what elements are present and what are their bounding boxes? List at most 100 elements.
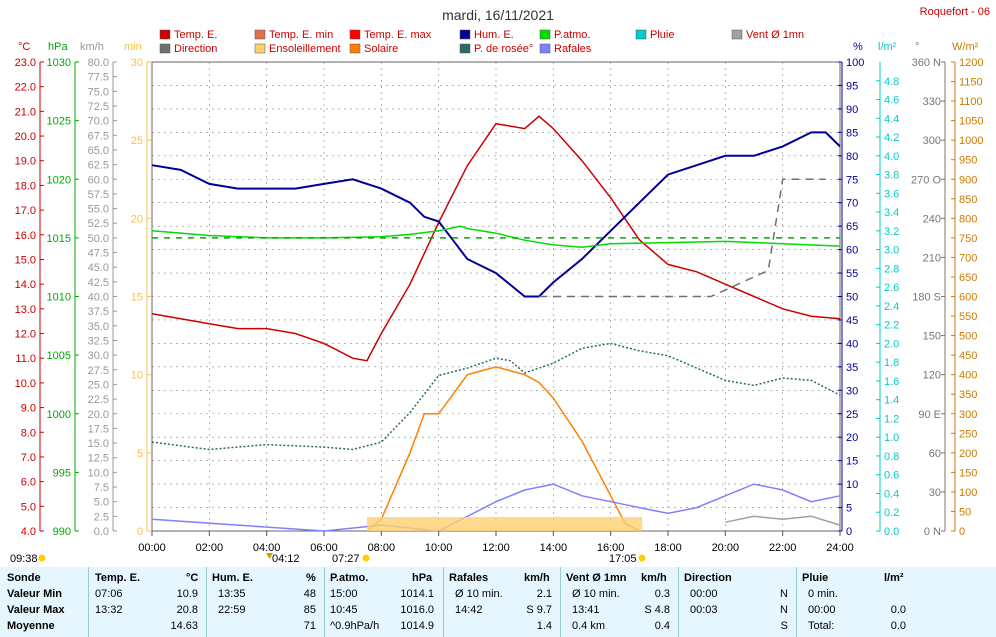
header-rafales: Rafales	[449, 572, 489, 584]
axis-label-dir: 180 S	[912, 292, 941, 304]
axis-label-wind: 72.5	[88, 101, 109, 113]
axis-label-hum: 0	[846, 526, 852, 538]
axis-label-solar: 350	[959, 389, 977, 401]
axis-label-rain: 1.8	[884, 357, 899, 369]
axis-label-wind: 12.5	[88, 453, 109, 465]
table-cell-temp_t: 07:06	[95, 588, 123, 600]
sun-icon	[638, 554, 646, 562]
axis-label-dir: 150	[923, 331, 941, 343]
axis-label-temp: 23.0	[15, 57, 36, 69]
col-divider	[560, 567, 561, 637]
table-cell-patmo_v: 1014.1	[400, 588, 434, 600]
series	[151, 115, 841, 532]
axis-label-hum: 95	[846, 80, 858, 92]
legend-swatch	[349, 43, 361, 54]
axis-label-solar: 950	[959, 155, 977, 167]
col-divider	[443, 567, 444, 637]
table-cell-patmo_t: 10:45	[330, 604, 358, 616]
table-cell-hum_v: 48	[303, 588, 316, 600]
table-cell-hum_t: 13:35	[218, 588, 246, 600]
axis-label-temp: 11.0	[15, 353, 36, 365]
axis-label-wind: 27.5	[88, 365, 109, 377]
axis-label-rain: 1.2	[884, 413, 899, 425]
unit-temp: °C	[18, 41, 30, 53]
table-cell-raf_v: S 9.7	[526, 604, 552, 616]
axis-label-temp: 13.0	[15, 304, 36, 316]
series-line	[539, 178, 826, 298]
axis-label-temp: 19.0	[15, 156, 36, 168]
axis-label-temp: 14.0	[15, 279, 36, 291]
axis-label-rain: 1.0	[884, 432, 899, 444]
axis-label-solar: 50	[959, 506, 971, 518]
axis-units: °C hPa km/h min% l/m² ° W/m²	[18, 41, 979, 53]
axis-label-wind: 52.5	[88, 218, 109, 230]
axis-label-solar: 300	[959, 409, 977, 421]
table-cell-dir_v: N	[780, 588, 788, 600]
axis-label-sun: 20	[131, 213, 143, 225]
axis-label-solar: 600	[959, 292, 977, 304]
x-axis: 00:00 02:00 04:00 06:00 08:00 10:00 12:00 14:00…	[138, 531, 854, 554]
axis-label-hum: 100	[846, 57, 864, 69]
axis-label-solar: 1000	[959, 135, 983, 147]
x-tick-label: 14:00	[540, 542, 568, 554]
axis-label-rain: 0.8	[884, 451, 899, 463]
series-line	[151, 115, 841, 362]
axis-label-temp: 4.0	[21, 526, 36, 538]
axis-label-temp: 6.0	[21, 477, 36, 489]
header-vent: Vent Ø 1mn	[566, 572, 627, 584]
axis-label-solar: 1150	[959, 77, 983, 89]
axes: 23.0 22.0 21.0 20.0 19.0 18.0 17.0 16.0 15.0 14.0…	[15, 57, 984, 538]
axis-label-wind: 77.5	[88, 72, 109, 84]
moon-icon	[266, 553, 273, 559]
axis-label-wind: 57.5	[88, 189, 109, 201]
axis-label-wind: 42.5	[88, 277, 109, 289]
axis-label-wind: 55.0	[88, 204, 109, 216]
table-cell-label: Moyenne	[7, 620, 55, 632]
axis-label-hum: 45	[846, 315, 858, 327]
axis-label-dir: 0 N	[924, 526, 941, 538]
axis-label-dir: 360 N	[912, 57, 941, 69]
axis-label-solar: 1100	[959, 96, 983, 108]
legend-label: Hum. E.	[474, 29, 514, 41]
x-tick-label: 18:00	[654, 542, 682, 554]
table-cell-dir_v: N	[780, 604, 788, 616]
legend-label: Temp. E.	[174, 29, 217, 41]
axis-label-wind: 7.5	[94, 482, 109, 494]
x-tick-label: 16:00	[597, 542, 625, 554]
table-cell-vent_v: 0.4	[654, 620, 670, 632]
axis-label-wind: 30.0	[88, 350, 109, 362]
legend-label: Temp. E. max	[364, 29, 432, 41]
table-cell-temp_t: 13:32	[95, 604, 123, 616]
table-cell-temp_v: 10.9	[176, 588, 198, 600]
axis-label-rain: 3.4	[884, 207, 899, 219]
weather-chart: mardi, 16/11/2021 Roquefort - 06 Temp. E…	[10, 6, 990, 565]
legend-label: Rafales	[554, 43, 592, 55]
x-tick-label: 04:00	[253, 542, 281, 554]
axis-label-sun: 10	[131, 370, 143, 382]
unit-dir: °	[915, 41, 919, 53]
axis-label-temp: 12.0	[15, 329, 36, 341]
table-cell-patmo_v: 1014.9	[400, 620, 434, 632]
axis-label-rain: 3.8	[884, 170, 899, 182]
axis-label-solar: 400	[959, 370, 977, 382]
axis-label-pressure: 1000	[47, 409, 71, 421]
axis-label-rain: 4.2	[884, 132, 899, 144]
axis-label-dir: 90 E	[918, 409, 941, 421]
header-temp-unit: °C	[186, 572, 199, 584]
axis-label-dir: 330	[923, 96, 941, 108]
unit-solar: W/m²	[952, 41, 979, 53]
axis-label-wind: 62.5	[88, 160, 109, 172]
axis-label-solar: 0	[959, 526, 965, 538]
axis-label-temp: 10.0	[15, 378, 36, 390]
header-hum-unit: %	[306, 572, 316, 584]
legend-swatch	[731, 29, 743, 40]
axis-label-wind: 40.0	[88, 292, 109, 304]
axis-label-wind: 67.5	[88, 130, 109, 142]
axis-label-hum: 10	[846, 479, 858, 491]
axis-label-temp: 16.0	[15, 230, 36, 242]
axis-label-pressure: 1015	[47, 233, 71, 245]
axis-label-pressure: 990	[53, 526, 71, 538]
axis-label-solar: 700	[959, 252, 977, 264]
col-divider	[678, 567, 679, 637]
unit-sun: min	[124, 41, 142, 53]
